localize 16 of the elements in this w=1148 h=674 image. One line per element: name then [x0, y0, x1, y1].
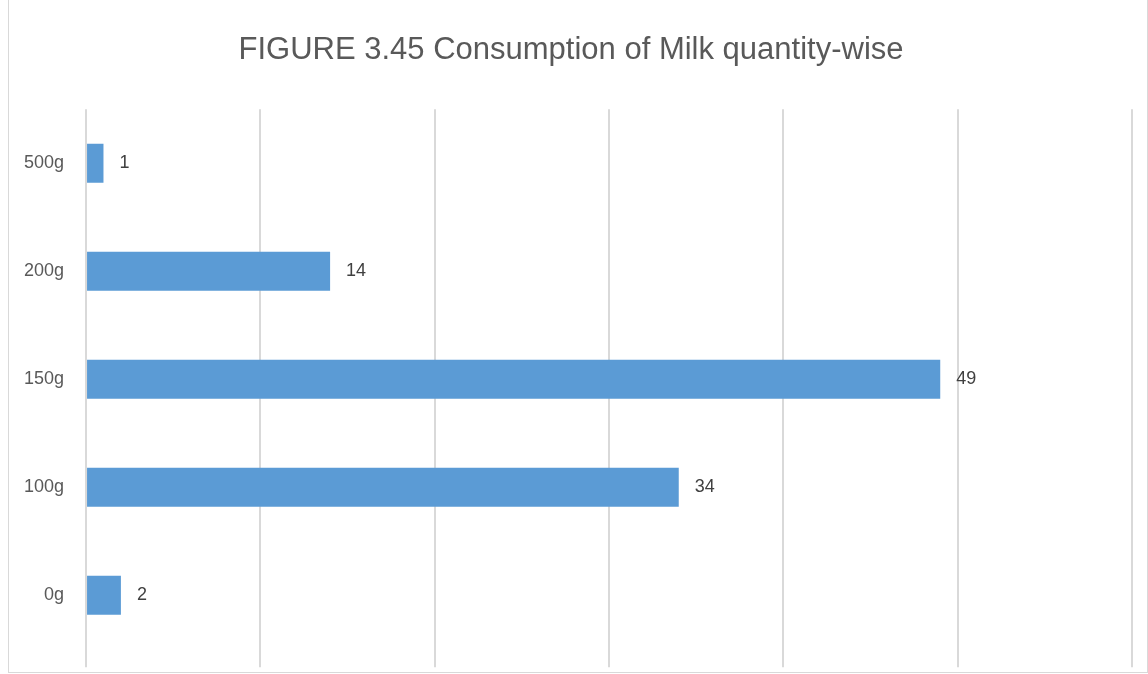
bar — [87, 467, 679, 507]
y-tick-label: 500g — [24, 152, 65, 173]
data-label: 1 — [119, 152, 130, 173]
data-label: 34 — [694, 476, 715, 497]
bar — [87, 359, 941, 399]
data-label: 14 — [346, 260, 367, 281]
bar — [87, 143, 104, 183]
bar — [87, 251, 331, 291]
data-label: 49 — [956, 368, 977, 389]
y-tick-label: 100g — [24, 476, 65, 497]
chart-title: FIGURE 3.45 Consumption of Milk quantity-wise — [238, 31, 904, 67]
data-label: 2 — [136, 584, 147, 605]
bar — [87, 575, 121, 615]
y-tick-label: 200g — [24, 260, 65, 281]
y-tick-label: 0g — [44, 584, 65, 605]
y-tick-label: 150g — [24, 368, 65, 389]
